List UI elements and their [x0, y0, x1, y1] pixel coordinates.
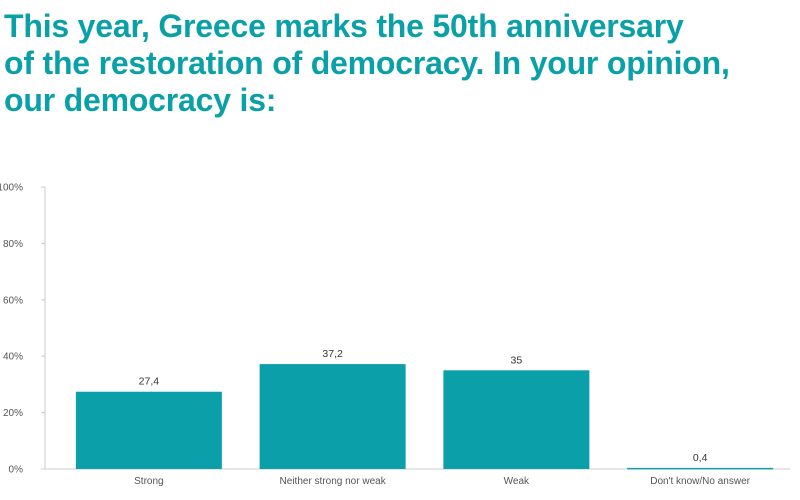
- bars: [75, 364, 774, 470]
- chart-title-line-3: our democracy is:: [4, 82, 277, 118]
- bar-value-label: 35: [511, 354, 523, 366]
- y-tick-label: 100%: [0, 183, 23, 194]
- bar: [259, 364, 406, 469]
- chart-title: This year, Greece marks the 50th anniver…: [4, 8, 796, 119]
- y-tick-label: 80%: [3, 239, 23, 250]
- y-tick-label: 0%: [9, 465, 24, 476]
- y-tick-label: 40%: [3, 352, 23, 363]
- bar: [75, 391, 222, 469]
- x-category-label: Neither strong nor weak: [280, 476, 387, 487]
- bar-value-label: 37,2: [322, 348, 343, 360]
- x-axis-labels: Strong Neither strong nor weak Weak Don't k…: [134, 476, 751, 487]
- y-tick-label: 60%: [3, 295, 23, 306]
- bar-value-label: 27,4: [139, 376, 160, 388]
- x-category-label: Weak: [504, 476, 530, 487]
- data-labels: 27,4 37,2 35 0,4: [139, 348, 708, 464]
- chart-title-line-1: This year, Greece marks the 50th anniver…: [4, 8, 684, 44]
- bar: [627, 467, 774, 470]
- x-category-label: Don't know/No answer: [650, 476, 750, 487]
- bar: [443, 370, 590, 469]
- y-tick-label: 20%: [3, 408, 23, 419]
- x-category-label: Strong: [134, 476, 163, 487]
- chart-title-line-2: of the restoration of democracy. In your…: [4, 45, 730, 81]
- bar-value-label: 0,4: [693, 452, 708, 464]
